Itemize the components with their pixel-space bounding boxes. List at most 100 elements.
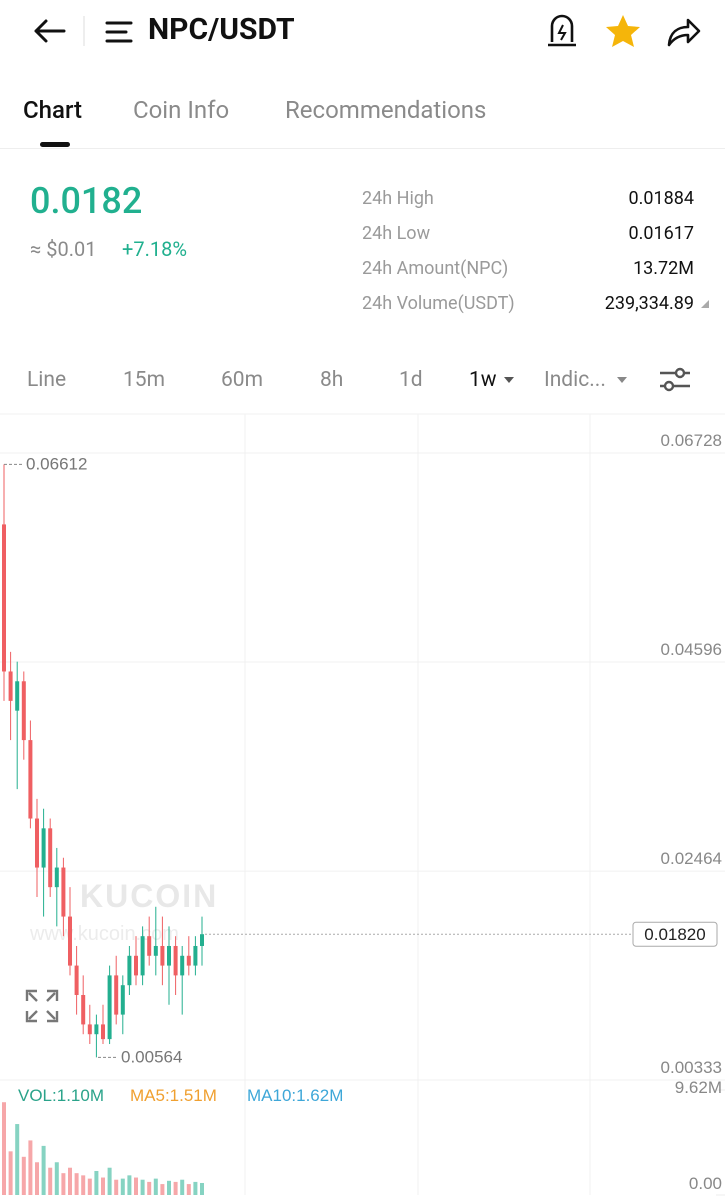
volume-bar <box>160 1184 165 1195</box>
last-price: 0.0182 <box>30 180 143 222</box>
candle-body <box>160 945 165 966</box>
candle-body <box>193 945 198 966</box>
volume-bar <box>193 1181 198 1195</box>
volume-bar <box>68 1167 72 1195</box>
candle-body <box>173 945 178 976</box>
y-tick-label: 0.06728 <box>661 431 722 450</box>
candle-body <box>8 671 13 701</box>
volume-bar <box>180 1179 185 1195</box>
vol-tick-label: 9.62M <box>675 1078 722 1097</box>
candle-body <box>147 936 152 956</box>
volume-bar <box>48 1167 53 1195</box>
interval[interactable]: 1w <box>469 368 497 392</box>
stat-label: 24h High <box>362 188 434 209</box>
volume-bar <box>173 1181 178 1195</box>
candle-body <box>101 1024 105 1040</box>
dropdown-carets <box>504 377 627 383</box>
volume-bar <box>186 1184 191 1195</box>
ma10-legend: MA10:1.62M <box>247 1086 343 1105</box>
price-change: +7.18% <box>122 237 187 261</box>
volume-bar <box>120 1178 125 1195</box>
volume-bar <box>200 1182 204 1195</box>
tab[interactable]: Recommendations <box>285 96 487 124</box>
volume-bar <box>147 1181 152 1195</box>
stat-value: 13.72M <box>633 258 694 279</box>
volume-bar <box>101 1177 105 1195</box>
vol-tick-label: 0.00 <box>689 1174 722 1193</box>
chart-settings[interactable] <box>656 364 696 396</box>
volume-bar <box>167 1180 171 1195</box>
volume-bar <box>28 1140 33 1195</box>
candle-body <box>2 524 6 672</box>
header-icons <box>34 14 701 47</box>
favorite-button[interactable] <box>606 15 640 47</box>
volume-bar <box>94 1170 99 1195</box>
fullscreen-button[interactable] <box>25 989 59 1023</box>
candle-body <box>134 955 138 976</box>
volume-bar <box>114 1179 119 1195</box>
candle-body <box>94 1024 99 1035</box>
candle-body <box>180 955 185 976</box>
menu-button[interactable] <box>105 21 133 43</box>
volume-bar <box>2 1102 6 1195</box>
volume-bar <box>35 1162 39 1195</box>
y-tick-label: 0.02464 <box>661 849 722 868</box>
stat-label: 24h Low <box>362 223 431 244</box>
volume-bar <box>74 1173 79 1195</box>
candle-body <box>35 818 39 868</box>
last-price-box <box>632 921 718 947</box>
candle-body <box>15 681 20 711</box>
volume-bar <box>127 1175 132 1195</box>
interval[interactable]: 8h <box>320 368 344 392</box>
volume-bar <box>21 1156 26 1195</box>
alert-button[interactable] <box>548 14 576 47</box>
volume-bar <box>41 1145 46 1195</box>
volume-bar <box>134 1177 138 1195</box>
volume-bar <box>81 1175 86 1195</box>
high-marker-label: 0.06612 <box>26 454 87 473</box>
stat-value: 0.01884 <box>628 188 694 209</box>
volume-bar <box>107 1167 112 1195</box>
candle-body <box>54 867 59 888</box>
stat-label: 24h Amount(NPC) <box>362 258 509 279</box>
candle-body <box>68 916 72 966</box>
low-marker-label: 0.00564 <box>121 1047 182 1066</box>
interval[interactable]: Indic... <box>544 368 606 392</box>
volume-bar <box>61 1173 66 1195</box>
volume-bar <box>15 1124 20 1195</box>
last-price-label: 0.01820 <box>644 925 705 944</box>
candle-body <box>186 955 191 966</box>
tab[interactable]: Coin Info <box>133 96 230 124</box>
candle-body <box>140 936 145 976</box>
volume-bar <box>153 1178 158 1195</box>
volume-bar <box>87 1178 92 1195</box>
tab[interactable]: Chart <box>23 96 83 124</box>
interval[interactable]: Line <box>27 368 67 392</box>
pair-title: NPC/USDT <box>148 12 295 47</box>
candle-body <box>28 740 33 819</box>
ma5-legend: MA5:1.51M <box>130 1086 217 1105</box>
interval[interactable]: 60m <box>221 368 264 392</box>
candle-body <box>81 995 86 1025</box>
candle-body <box>127 955 132 986</box>
interval[interactable]: 1d <box>399 368 423 392</box>
candle-body <box>200 934 204 946</box>
candle-body <box>120 985 125 1015</box>
candle-body <box>48 828 53 888</box>
candle-body <box>107 975 112 1040</box>
stat-value: 0.01617 <box>628 223 694 244</box>
y-tick-label: 0.04596 <box>661 640 722 659</box>
fiat-price: ≈ $0.01 <box>30 237 97 261</box>
stat-label: 24h Volume(USDT) <box>362 293 515 314</box>
interval[interactable]: 15m <box>123 368 166 392</box>
candle-body <box>87 1024 92 1035</box>
expand-caret[interactable] <box>699 298 711 310</box>
share-button[interactable] <box>667 18 701 47</box>
divider <box>0 148 725 149</box>
candle-body <box>21 681 26 741</box>
back-button[interactable] <box>34 19 66 43</box>
watermark: KUCOIN <box>80 878 218 914</box>
stat-value: 239,334.89 <box>604 293 694 314</box>
